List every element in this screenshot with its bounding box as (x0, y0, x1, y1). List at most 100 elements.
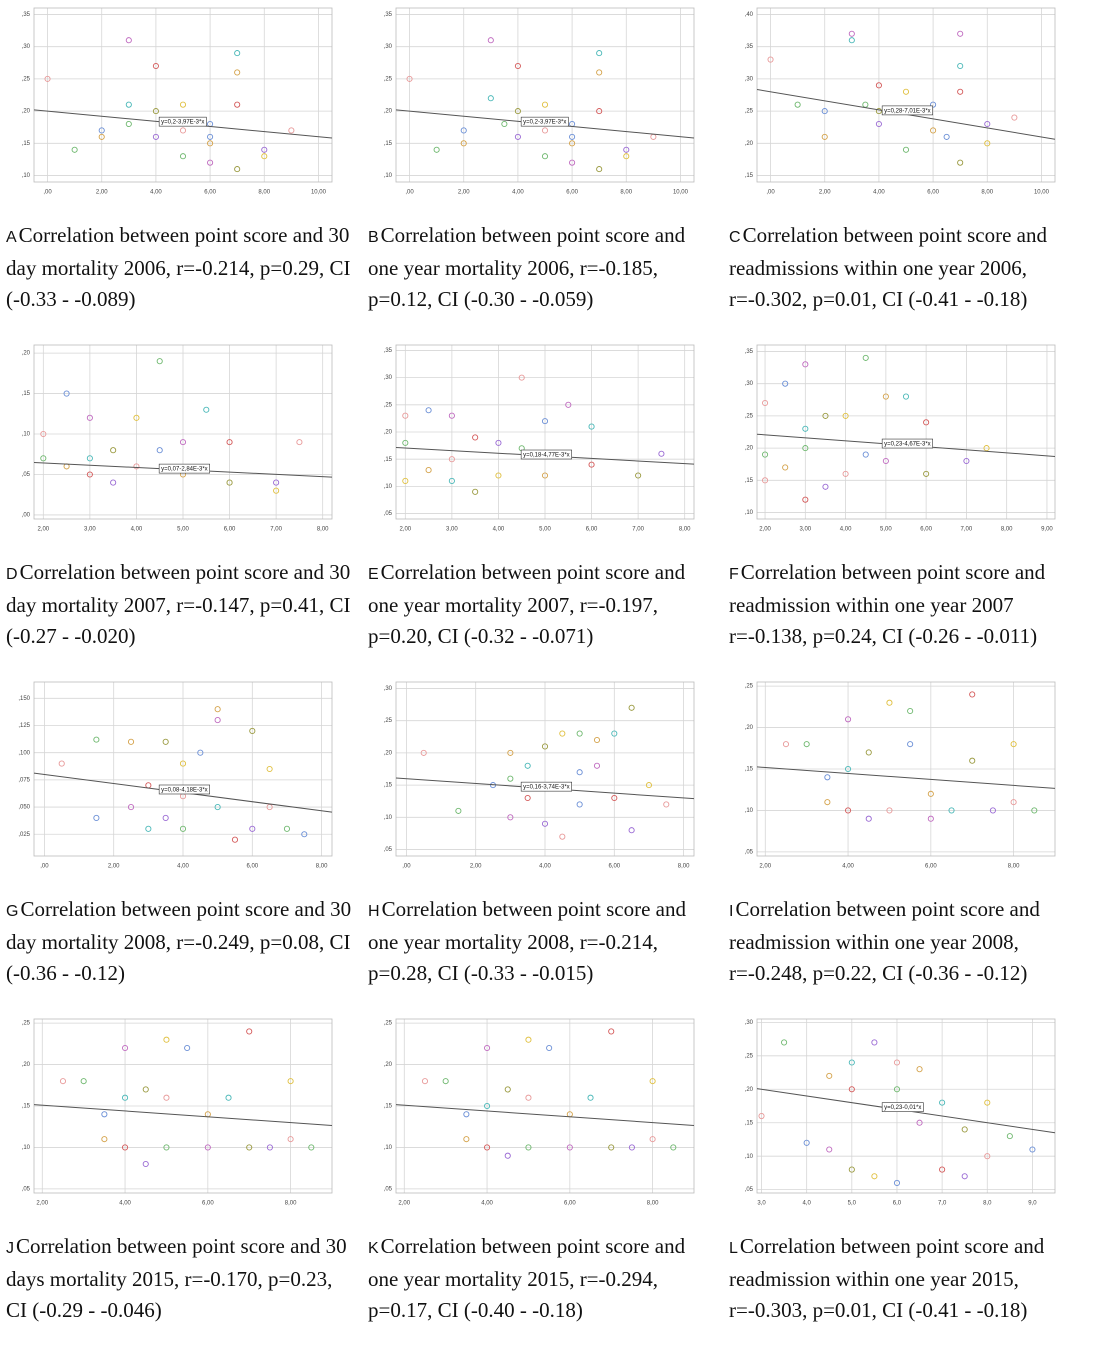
panel-label: K (368, 1240, 379, 1257)
y-tick-label: ,35 (745, 349, 754, 355)
panel: ,05 ,10 ,15 ,20 ,25 ,30 ,35 2,00 3,00 4,00 5,00 6,0… (362, 337, 724, 674)
x-tick-label: 2,00 (398, 1201, 410, 1207)
plot-frame (756, 681, 1056, 857)
x-tick-label: ,00 (405, 190, 414, 196)
point (541, 418, 549, 425)
fit-label: y=0,28-7,01E-3*x (884, 108, 931, 114)
point (308, 1144, 315, 1151)
panel-label: I (729, 903, 734, 920)
x-tick-label: 8,00 (679, 527, 691, 533)
point (249, 727, 256, 734)
point (566, 1144, 573, 1151)
point (162, 738, 169, 745)
point (649, 1078, 656, 1085)
point (593, 736, 601, 744)
point (433, 146, 440, 153)
point (524, 762, 531, 769)
point (156, 358, 163, 365)
y-tick-label: ,150 (18, 696, 30, 702)
point (287, 1078, 294, 1085)
point (463, 1111, 470, 1118)
point (402, 477, 409, 484)
point (1010, 741, 1017, 748)
point (802, 361, 809, 368)
x-tick-label: 2,00 (36, 1201, 48, 1207)
plot-frame (395, 7, 695, 183)
panel-label: C (729, 229, 741, 246)
point (214, 804, 221, 811)
point (596, 50, 603, 57)
point (122, 1044, 129, 1052)
point (802, 425, 809, 432)
x-tick-label: 4,00 (177, 864, 189, 870)
point (504, 1086, 511, 1093)
caption: LCorrelation between point score and rea… (729, 1231, 1081, 1326)
x-tick-label: 7,00 (961, 527, 973, 533)
point (110, 479, 117, 486)
x-tick-label: 7,0 (938, 1201, 947, 1207)
y-tick-label: ,10 (745, 510, 754, 516)
point (495, 439, 502, 446)
x-tick-label: 8,00 (1001, 527, 1013, 533)
panel: ,025 ,050 ,075 ,100 ,125 ,150 ,00 2,00 4,00 6,00 8… (0, 674, 362, 1011)
caption: ACorrelation between point score and 30 … (6, 220, 358, 315)
y-tick-label: ,025 (18, 832, 30, 838)
fit-annotation: y=0,07-2,84E-3*x (158, 463, 210, 474)
point (142, 1160, 149, 1168)
fit-annotation: y=0,18-4,77E-3*x (520, 449, 572, 460)
point (608, 1144, 615, 1151)
point (472, 488, 479, 495)
fit-annotation: y=0,2-3,97E-3*x (158, 116, 207, 127)
point (663, 801, 670, 808)
point (628, 827, 635, 834)
point (1031, 807, 1038, 814)
point (525, 1094, 532, 1101)
point (871, 1039, 878, 1046)
y-tick-label: ,10 (745, 1154, 754, 1160)
point (865, 749, 872, 756)
y-tick-label: ,10 (384, 484, 393, 490)
chart: ,05 ,10 ,15 ,20 ,25 ,30 ,35 2,00 3,00 4,00 5,00 6,0… (384, 344, 695, 533)
y-tick-label: ,125 (18, 723, 30, 729)
fit-annotation: y=0,28-7,01E-3*x (881, 105, 933, 116)
point (246, 1144, 253, 1151)
point (893, 1086, 901, 1093)
point (152, 108, 159, 115)
point (234, 101, 241, 108)
point (225, 1094, 232, 1101)
point (907, 741, 914, 748)
y-tick-label: ,00 (22, 513, 31, 519)
point (127, 738, 135, 745)
point (234, 166, 241, 173)
point (842, 470, 849, 477)
point (234, 69, 241, 76)
point (541, 101, 549, 108)
plot-frame (33, 681, 333, 857)
point (984, 1153, 991, 1160)
panel: ,00 ,05 ,10 ,15 ,20 2,00 3,00 4,00 5,00 6,00 7,00 8… (0, 337, 362, 674)
point (845, 716, 852, 723)
point (1006, 1133, 1013, 1140)
point (781, 1039, 788, 1046)
x-tick-label: 5,00 (880, 527, 892, 533)
point (588, 423, 595, 430)
point (125, 120, 132, 128)
y-tick-label: ,075 (18, 777, 30, 783)
y-tick-label: ,35 (22, 12, 31, 18)
x-tick-label: 4,00 (131, 527, 143, 533)
y-tick-label: ,15 (22, 391, 31, 397)
point (296, 439, 303, 446)
chart: ,10 ,15 ,20 ,25 ,30 ,35 ,00 2,00 4,00 6,00 8,00 10,… (22, 7, 333, 196)
caption: HCorrelation between point score and one… (368, 894, 720, 989)
point (762, 451, 769, 458)
point (930, 101, 937, 108)
point (862, 101, 869, 108)
fit-line (757, 766, 1055, 789)
y-tick-label: ,15 (22, 1104, 31, 1110)
point (893, 1059, 901, 1066)
y-tick-label: ,10 (745, 808, 754, 814)
caption: CCorrelation between point score and rea… (729, 220, 1081, 315)
point (984, 1099, 991, 1106)
point (961, 1173, 968, 1180)
point (246, 1028, 253, 1035)
